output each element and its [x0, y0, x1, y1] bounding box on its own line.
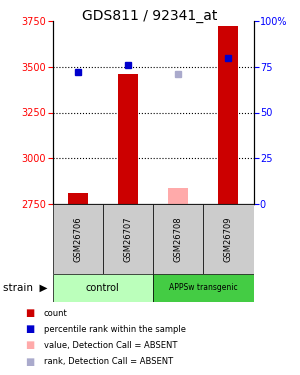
Text: count: count	[44, 309, 67, 318]
Bar	[52, 274, 153, 302]
Text: rank, Detection Call = ABSENT: rank, Detection Call = ABSENT	[44, 357, 172, 366]
Text: GSM26707: GSM26707	[123, 216, 132, 262]
Text: ■: ■	[26, 324, 34, 334]
Bar	[153, 274, 254, 302]
Bar	[118, 74, 138, 204]
Bar	[203, 204, 254, 274]
Text: value, Detection Call = ABSENT: value, Detection Call = ABSENT	[44, 341, 177, 350]
Text: ■: ■	[26, 357, 34, 366]
Text: GSM26708: GSM26708	[174, 216, 183, 262]
Text: strain  ▶: strain ▶	[3, 283, 47, 293]
Text: percentile rank within the sample: percentile rank within the sample	[44, 325, 185, 334]
Bar	[103, 204, 153, 274]
Text: control: control	[86, 283, 120, 293]
Bar	[68, 194, 88, 204]
Bar	[153, 204, 203, 274]
Text: GSM26709: GSM26709	[224, 216, 233, 262]
Bar	[218, 26, 239, 204]
Bar	[168, 188, 188, 204]
Text: GDS811 / 92341_at: GDS811 / 92341_at	[82, 9, 218, 23]
Text: APPSw transgenic: APPSw transgenic	[169, 284, 238, 292]
Bar	[52, 204, 103, 274]
Text: GSM26706: GSM26706	[73, 216, 82, 262]
Text: ■: ■	[26, 340, 34, 350]
Text: ■: ■	[26, 308, 34, 318]
